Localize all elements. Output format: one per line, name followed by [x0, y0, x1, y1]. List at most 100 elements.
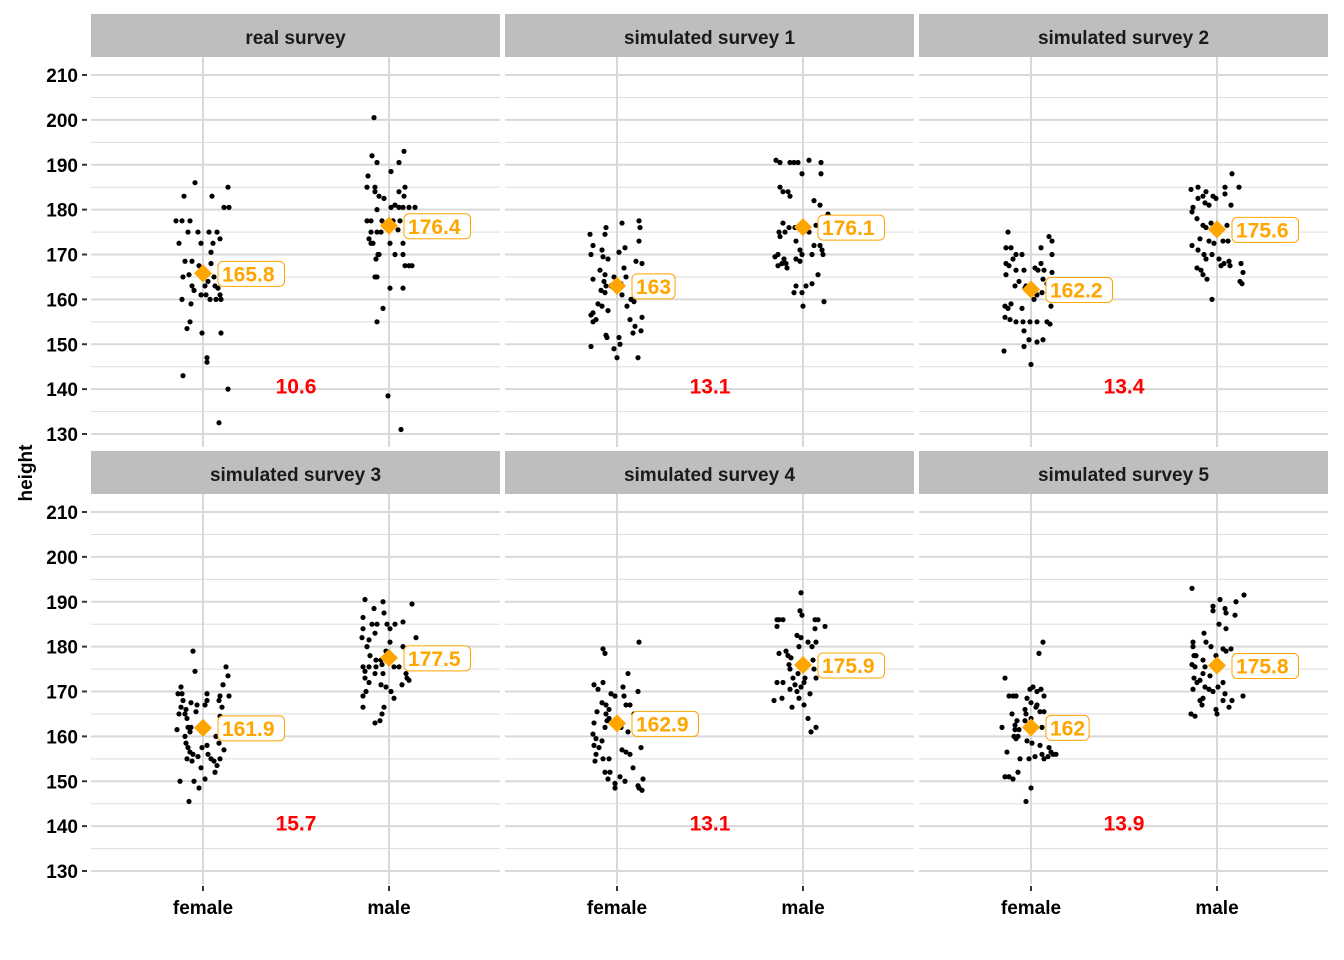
y-tick-label: 170	[46, 246, 78, 267]
mean-marker	[794, 656, 812, 675]
data-point	[606, 756, 612, 762]
data-point	[218, 330, 224, 336]
data-point	[1034, 688, 1040, 695]
data-point	[366, 664, 372, 670]
data-point	[388, 168, 394, 175]
data-point	[186, 272, 192, 278]
data-point	[600, 756, 606, 762]
data-point	[1215, 684, 1221, 690]
data-point	[1228, 646, 1234, 652]
data-point	[812, 626, 818, 632]
data-point	[400, 251, 406, 258]
data-point	[595, 301, 601, 307]
data-point	[1240, 269, 1246, 276]
mean-label-box	[1231, 652, 1299, 679]
data-point	[364, 218, 370, 224]
mean-marker	[794, 218, 812, 237]
data-point	[1016, 278, 1022, 285]
data-point	[412, 204, 418, 210]
data-point	[1218, 263, 1224, 269]
data-point	[401, 193, 407, 199]
data-point	[400, 204, 406, 210]
data-point	[217, 693, 223, 699]
data-point	[214, 229, 220, 235]
mean-label-box	[403, 645, 471, 672]
data-point	[813, 724, 819, 731]
data-point	[178, 684, 184, 690]
y-tick-label: 140	[46, 380, 78, 401]
data-point	[1222, 191, 1228, 197]
data-point	[180, 697, 186, 704]
data-point	[588, 343, 594, 350]
data-point	[185, 744, 191, 751]
data-point	[220, 682, 226, 688]
data-point	[1049, 269, 1055, 276]
facet-panels: real survey 130 140 150 160 170 180 190 200 210 16…	[46, 14, 1328, 919]
data-point	[367, 653, 373, 659]
data-point	[195, 229, 201, 235]
mean-marker	[1022, 280, 1040, 299]
data-point	[211, 758, 217, 764]
data-point	[617, 774, 623, 780]
data-point	[183, 706, 189, 713]
y-tick-label: 180	[46, 638, 78, 659]
facet-strip-title: simulated survey 5	[1038, 465, 1210, 486]
data-point	[226, 204, 232, 210]
data-point	[184, 325, 190, 332]
data-point	[1200, 695, 1206, 701]
data-point	[179, 296, 185, 302]
data-point	[773, 157, 779, 163]
mean-marker	[608, 714, 626, 733]
data-point	[372, 630, 378, 636]
data-point	[397, 218, 403, 224]
mean-label-box	[217, 260, 285, 287]
data-point	[635, 355, 641, 361]
mean-label: 162.9	[636, 713, 689, 736]
data-point	[378, 229, 384, 235]
data-point	[635, 783, 641, 789]
data-point	[174, 727, 180, 733]
data-point	[216, 697, 222, 704]
data-point	[1034, 319, 1040, 325]
data-point	[616, 249, 622, 255]
data-point	[180, 373, 186, 379]
mean-label-box	[403, 213, 471, 240]
data-point	[189, 258, 195, 264]
data-point	[217, 756, 223, 762]
data-point	[621, 265, 627, 271]
data-point	[381, 704, 387, 710]
data-point	[1226, 258, 1232, 264]
data-point	[401, 148, 407, 154]
mean-label: 175.9	[822, 655, 875, 678]
mean-label: 163	[636, 276, 671, 299]
mean-label: 175.8	[1236, 655, 1289, 678]
data-point	[206, 229, 212, 235]
data-point	[1189, 242, 1195, 249]
facet-panel: simulated survey 3 130 140 150 160 170 180 190 2…	[46, 451, 500, 919]
data-point	[791, 159, 797, 166]
data-point	[1006, 693, 1012, 699]
data-point	[1203, 224, 1209, 231]
data-point	[623, 749, 629, 755]
data-point	[1041, 693, 1047, 699]
data-point	[1028, 700, 1034, 706]
data-point	[796, 644, 802, 650]
data-point	[179, 218, 185, 224]
data-point	[213, 733, 219, 739]
data-point	[409, 601, 415, 607]
data-point	[1226, 704, 1232, 710]
data-point	[636, 238, 642, 244]
data-point	[593, 736, 599, 742]
data-point	[223, 664, 229, 670]
data-point	[1008, 245, 1014, 251]
data-point	[793, 256, 799, 262]
data-point	[588, 251, 594, 258]
facet-strip-title: simulated survey 1	[624, 28, 796, 49]
data-point	[619, 220, 625, 226]
data-point	[1003, 272, 1009, 278]
data-point	[780, 679, 786, 686]
y-tick-label: 190	[46, 593, 78, 614]
data-point	[594, 709, 600, 715]
data-point	[796, 695, 802, 701]
data-point	[1222, 605, 1228, 612]
